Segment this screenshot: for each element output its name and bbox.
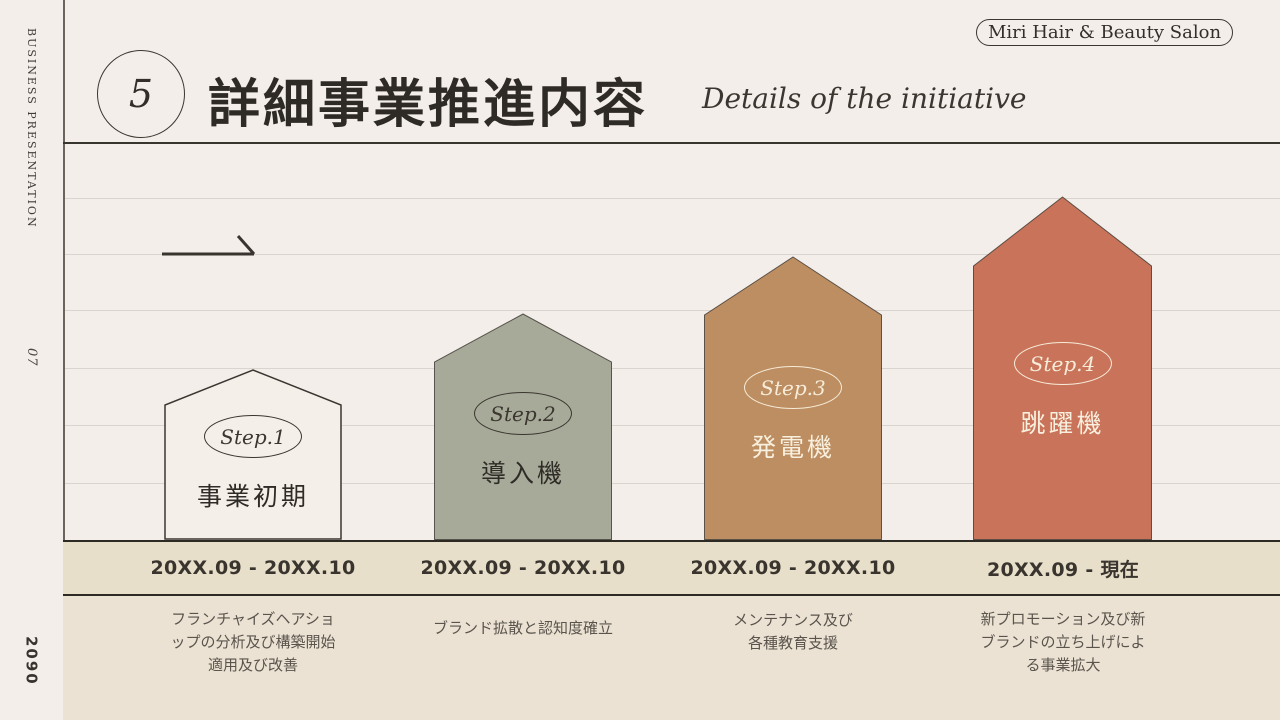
page-title: 詳細事業推進内容 xyxy=(208,74,649,135)
brand-badge: Miri Hair & Beauty Salon xyxy=(976,19,1233,46)
step-description: フランチャイズヘアショ ップの分析及び構築開始 適用及び改善 xyxy=(118,608,388,677)
step-description: メンテナンス及び 各種教育支援 xyxy=(658,609,928,655)
step-label: Step.4 xyxy=(1029,351,1096,376)
step-period: 20XX.09 - 20XX.10 xyxy=(150,557,356,579)
sidebar-brand-label: BUSINESS PRESENTATION xyxy=(25,28,38,229)
description-line: メンテナンス及び xyxy=(733,611,853,629)
step-period: 20XX.09 - 現在 xyxy=(986,558,1140,581)
gridline xyxy=(65,254,1280,255)
step-period: 20XX.09 - 20XX.10 xyxy=(690,557,896,579)
step-column-4: Step.4 跳躍機 xyxy=(973,196,1152,540)
step-label: Step.1 xyxy=(220,424,286,449)
page-subtitle: Details of the initiative xyxy=(702,82,1027,115)
description-line: ブランドの立ち上げによ xyxy=(980,633,1146,651)
step-pill-4: Step.4 xyxy=(1013,342,1112,385)
description-band: フランチャイズヘアショ ップの分析及び構築開始 適用及び改善 ブランド拡散と認知… xyxy=(63,596,1280,720)
description-line: ップの分析及び構築開始 xyxy=(170,633,336,651)
step-name: 発電機 xyxy=(750,433,835,462)
step-column-2: Step.2 導入機 xyxy=(434,313,612,540)
sidebar-page-number: 07 xyxy=(24,348,39,367)
sidebar-footer-number: 2090 xyxy=(22,636,41,686)
header-rule xyxy=(63,142,1280,144)
step-pill-3: Step.3 xyxy=(744,366,842,409)
step-column-1: Step.1 事業初期 xyxy=(164,369,342,540)
sidebar: BUSINESS PRESENTATION 07 2090 xyxy=(0,0,63,720)
gridline xyxy=(65,310,1280,311)
gridline xyxy=(65,425,1280,426)
gridline xyxy=(65,198,1280,199)
step-description: ブランド拡散と認知度確立 xyxy=(388,617,658,640)
step-label: Step.3 xyxy=(760,375,826,400)
step-name: 導入機 xyxy=(480,459,565,488)
description-line: 適用及び改善 xyxy=(207,656,298,674)
gridline xyxy=(65,368,1280,369)
description-line: 新プロモーション及び新 xyxy=(980,610,1146,628)
step-label: Step.2 xyxy=(490,401,556,426)
step-name: 跳躍機 xyxy=(1020,409,1105,438)
step-period: 20XX.09 - 20XX.10 xyxy=(420,557,626,579)
slide-number-circle: 5 xyxy=(97,50,185,138)
step-pill-2: Step.2 xyxy=(474,392,572,435)
step-column-3: Step.3 発電機 xyxy=(704,256,882,540)
timeline-band: 20XX.09 - 20XX.10 20XX.09 - 20XX.10 20XX… xyxy=(63,540,1280,596)
slide-number: 5 xyxy=(128,72,154,116)
brand-badge-label: Miri Hair & Beauty Salon xyxy=(987,22,1222,43)
description-line: 各種教育支援 xyxy=(747,634,838,652)
step-pill-1: Step.1 xyxy=(204,415,302,458)
step-name: 事業初期 xyxy=(196,482,309,511)
description-line: る事業拡大 xyxy=(1025,656,1101,674)
sidebar-divider xyxy=(63,0,65,720)
arrow-icon xyxy=(162,235,256,256)
description-line: ブランド拡散と認知度確立 xyxy=(432,619,613,637)
description-line: フランチャイズヘアショ xyxy=(171,610,335,628)
gridline xyxy=(65,483,1280,484)
step-description: 新プロモーション及び新 ブランドの立ち上げによ る事業拡大 xyxy=(928,608,1198,677)
